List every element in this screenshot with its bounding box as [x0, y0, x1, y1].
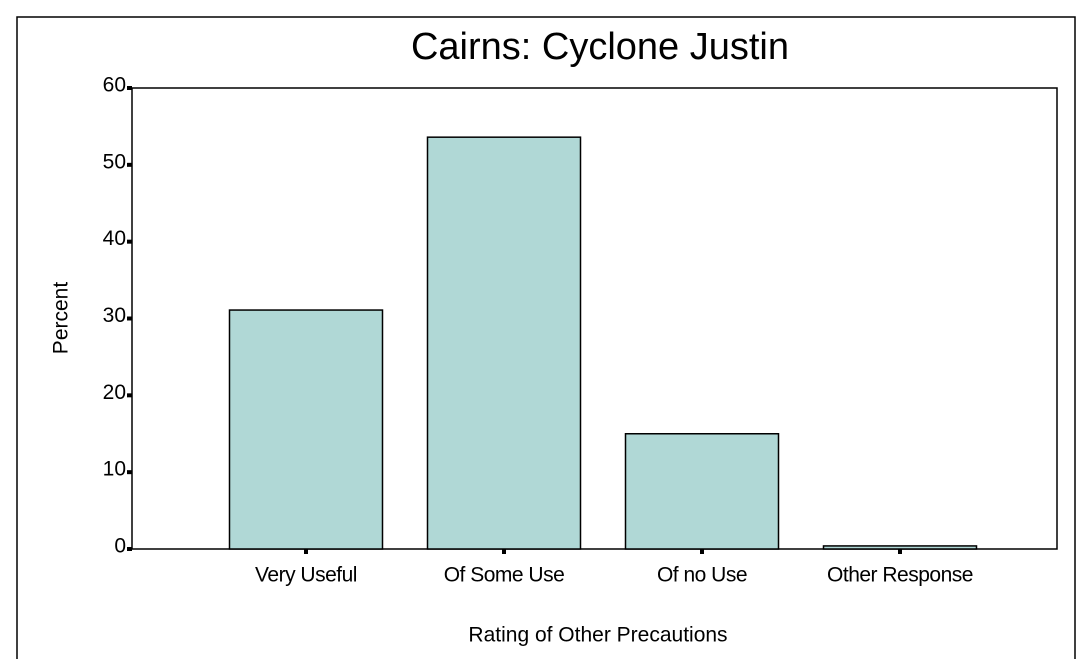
x-axis-label: Rating of Other Precautions — [468, 624, 727, 647]
frame — [16, 16, 1076, 659]
bar — [228, 309, 384, 550]
x-tick-label: Of no Use — [657, 564, 747, 587]
bar — [822, 545, 978, 550]
bar — [624, 433, 780, 550]
x-tick-label: Other Response — [827, 564, 973, 587]
y-tick-label: 50 — [103, 150, 126, 173]
x-tick-label: Of Some Use — [444, 564, 565, 587]
y-tick-label: 60 — [103, 74, 126, 97]
x-tick-label: Very Useful — [255, 564, 357, 587]
y-axis-label: Percent — [50, 282, 73, 355]
y-tick-label: 20 — [103, 381, 126, 404]
y-tick-label: 10 — [103, 458, 126, 481]
chart-title: Cairns: Cyclone Justin — [411, 26, 789, 68]
y-tick-label: 0 — [114, 535, 126, 558]
y-tick-label: 40 — [103, 227, 126, 250]
bar — [426, 136, 582, 550]
y-tick-label: 30 — [103, 304, 126, 327]
